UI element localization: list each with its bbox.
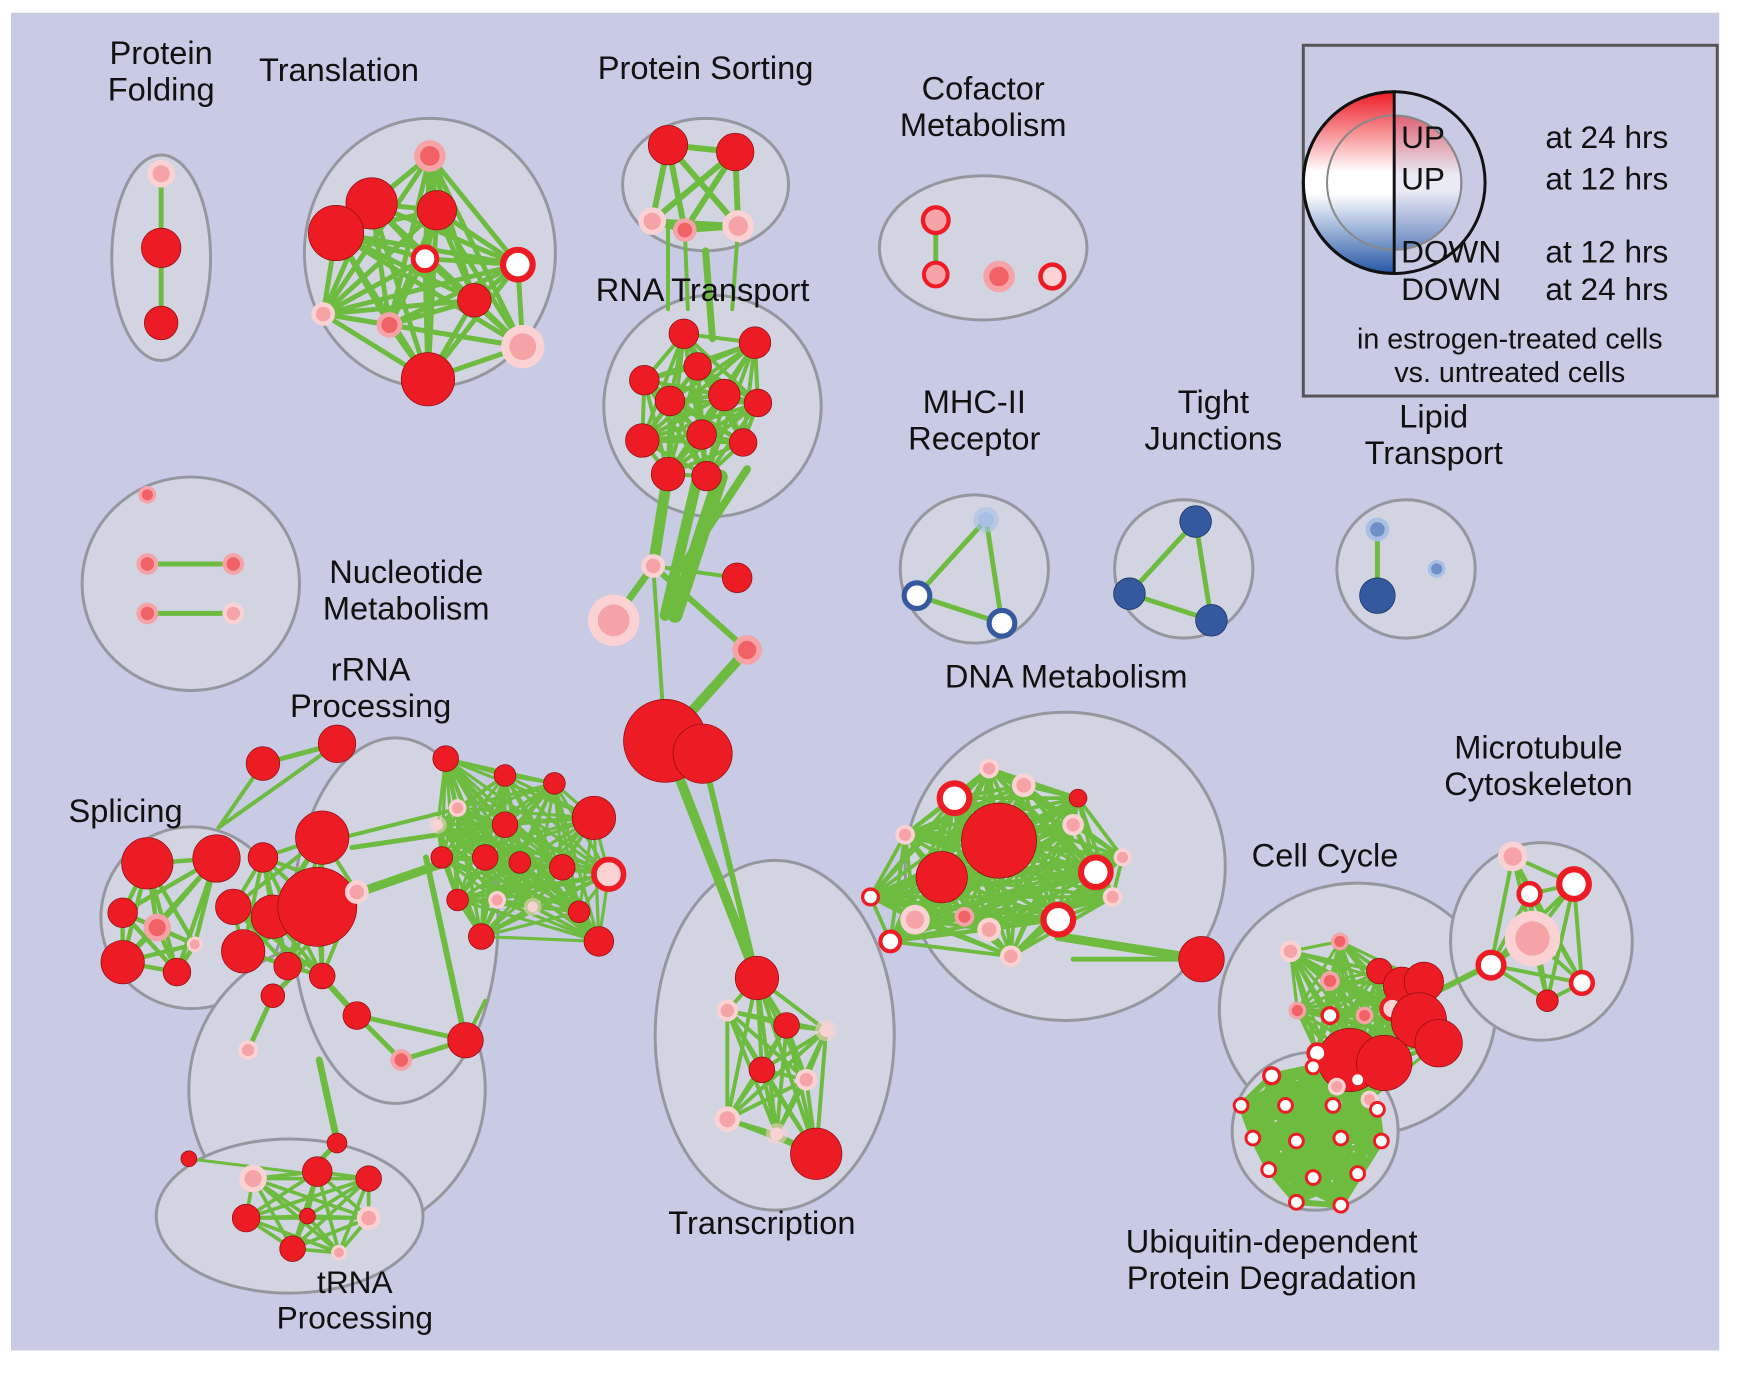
svg-text:Cell Cycle: Cell Cycle: [1252, 836, 1399, 873]
svg-text:UP: UP: [1401, 119, 1445, 155]
svg-text:Protein Sorting: Protein Sorting: [598, 49, 814, 86]
svg-text:DNA Metabolism: DNA Metabolism: [945, 658, 1188, 695]
svg-text:Transcription: Transcription: [668, 1204, 855, 1241]
svg-text:UP: UP: [1401, 161, 1445, 197]
svg-text:at 12 hrs: at 12 hrs: [1545, 161, 1668, 197]
svg-text:DOWN: DOWN: [1401, 271, 1501, 307]
svg-text:RNA Transport: RNA Transport: [596, 271, 810, 308]
svg-text:at 24 hrs: at 24 hrs: [1545, 119, 1668, 155]
svg-text:Translation: Translation: [259, 51, 419, 88]
svg-text:Splicing: Splicing: [69, 792, 183, 829]
svg-text:at 24 hrs: at 24 hrs: [1545, 271, 1668, 307]
svg-text:at 12 hrs: at 12 hrs: [1545, 234, 1668, 270]
svg-text:in estrogen-treated cells: in estrogen-treated cells: [1357, 324, 1663, 356]
svg-text:vs. untreated cells: vs. untreated cells: [1394, 357, 1625, 389]
svg-text:DOWN: DOWN: [1401, 234, 1501, 270]
